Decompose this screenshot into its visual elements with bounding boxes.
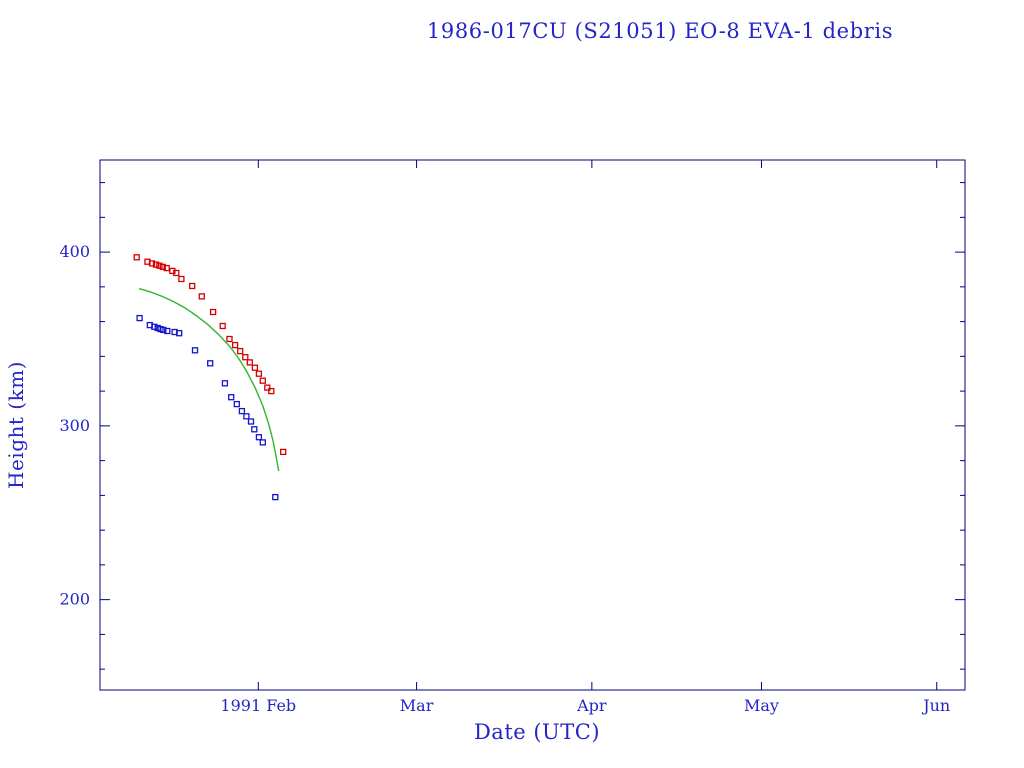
data-point	[233, 400, 240, 408]
data-point	[173, 269, 180, 277]
series-perigee-height	[136, 314, 279, 501]
data-point	[243, 413, 250, 420]
series-apogee-height	[133, 254, 287, 456]
x-tick-label: Mar	[400, 696, 434, 715]
data-point	[152, 261, 160, 268]
data-point	[176, 330, 183, 337]
data-point	[191, 347, 199, 354]
plot-frame	[99, 159, 966, 691]
series-mean-height-model	[138, 287, 280, 472]
data-point	[148, 260, 156, 267]
x-tick-label: Jun	[921, 696, 950, 715]
data-point	[231, 341, 239, 349]
data-point	[189, 282, 196, 290]
model-line	[138, 287, 280, 472]
data-point	[207, 360, 214, 367]
data-point	[251, 426, 258, 433]
data-point	[136, 314, 143, 322]
data-point	[242, 354, 249, 361]
chart-title: 1986-017CU (S21051) EO-8 EVA-1 debris	[426, 19, 894, 43]
data-point	[251, 364, 259, 371]
data-point	[133, 254, 140, 261]
data-point	[219, 322, 226, 330]
y-tick-label: 400	[59, 242, 90, 261]
data-point	[163, 264, 170, 272]
data-point	[264, 384, 271, 391]
x-axis-ticks: 1991 Feb Mar Apr May Jun	[220, 160, 950, 715]
data-point	[246, 359, 253, 366]
data-point	[221, 380, 229, 387]
data-point	[237, 347, 244, 355]
data-point	[209, 308, 217, 316]
data-point	[226, 335, 233, 343]
data-point	[259, 377, 266, 384]
data-point	[268, 387, 275, 395]
data-point	[280, 448, 287, 456]
data-point	[228, 394, 235, 401]
data-point	[272, 493, 279, 501]
data-point	[238, 407, 246, 415]
data-point	[259, 439, 266, 446]
y-axis-ticks: 200 300 400	[59, 182, 965, 670]
data-point	[160, 326, 167, 334]
x-tick-label: May	[744, 696, 779, 715]
x-tick-label: Apr	[576, 696, 607, 715]
data-point	[255, 434, 263, 441]
data-point	[159, 263, 166, 271]
y-tick-label: 200	[59, 590, 90, 609]
x-tick-label: 1991 Feb	[220, 696, 296, 715]
data-point	[164, 327, 171, 335]
y-tick-label: 300	[59, 416, 90, 435]
data-point	[156, 262, 163, 269]
x-axis-label: Date (UTC)	[473, 720, 601, 744]
data-point	[178, 275, 185, 283]
data-point	[247, 418, 255, 425]
data-point	[151, 323, 158, 330]
data-point	[255, 370, 263, 377]
data-point	[198, 293, 205, 300]
